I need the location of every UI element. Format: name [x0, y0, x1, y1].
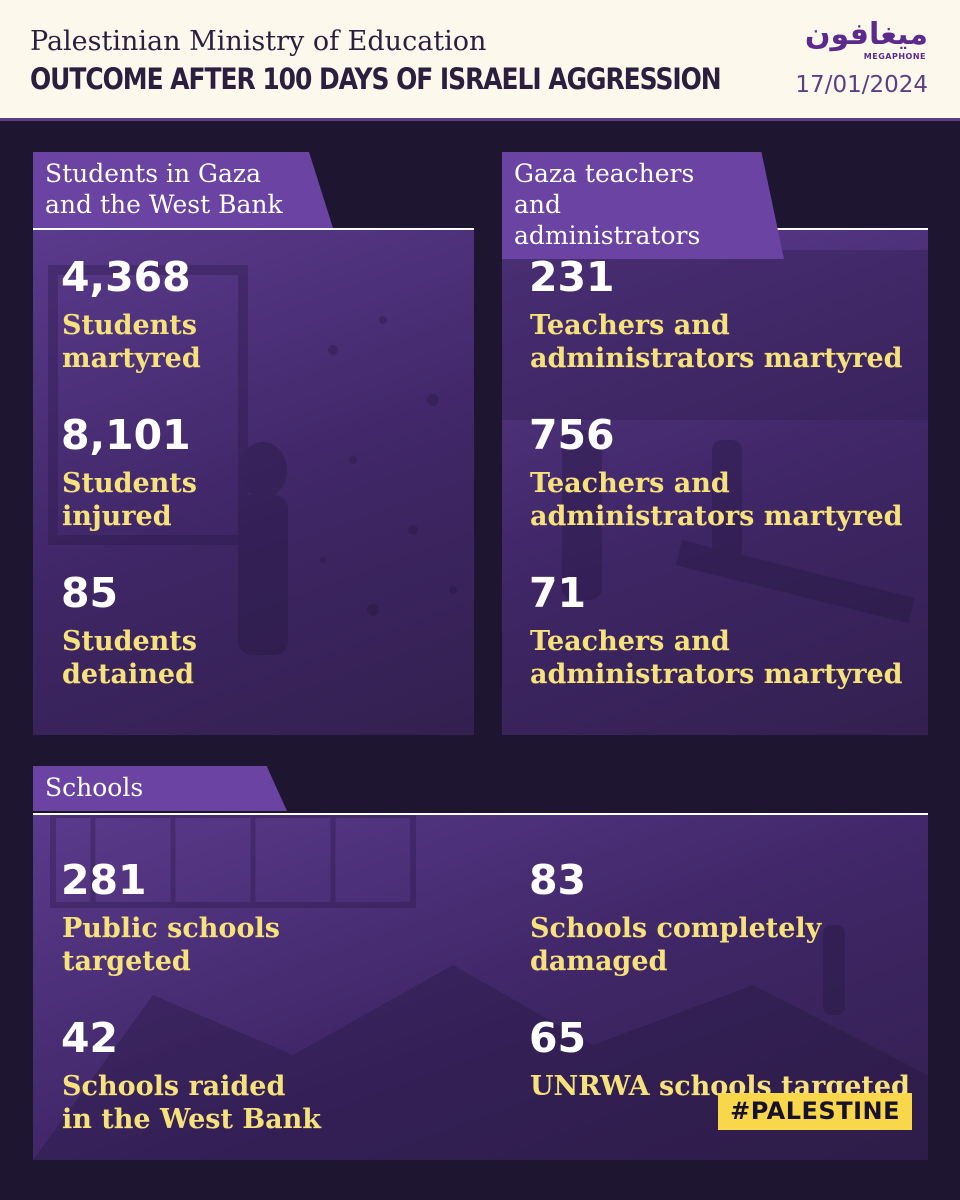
- students-card: 4,368 Students martyred 8,101 Students i…: [33, 230, 474, 735]
- stat-label: Students injured: [62, 468, 197, 532]
- stat-label: Teachers and administrators martyred: [530, 626, 903, 690]
- logo-text: MEGAPHONE: [863, 52, 926, 61]
- stat-label: Public schools targeted: [62, 913, 280, 977]
- photo-texture: [33, 815, 928, 1160]
- photo-texture: [502, 250, 928, 624]
- logo-arabic: ميغافون: [804, 17, 928, 52]
- section-heading-schools: Schools: [33, 766, 287, 811]
- schools-card: 281 Public schools targeted 83 Schools c…: [33, 815, 928, 1160]
- stat-value: 42: [61, 1014, 119, 1062]
- stat-value: 756: [529, 411, 615, 459]
- stat-value: 71: [529, 569, 587, 617]
- stat-value: 65: [529, 1014, 587, 1062]
- stat-label: Teachers and administrators martyred: [530, 468, 903, 532]
- stat-label: Schools completely damaged: [530, 913, 822, 977]
- stat-label: Teachers and administrators martyred: [530, 310, 903, 374]
- section-underline: [33, 228, 474, 230]
- header-date: 17/01/2024: [795, 72, 928, 98]
- stat-value: 281: [61, 856, 147, 904]
- section-heading-teachers: Gaza teachers and administrators: [502, 152, 784, 259]
- stat-value: 85: [61, 569, 119, 617]
- stat-label: Schools raided in the West Bank: [62, 1071, 321, 1135]
- stat-value: 231: [529, 253, 615, 301]
- stat-value: 8,101: [61, 411, 191, 459]
- section-underline: [33, 813, 928, 815]
- header-subtitle: Palestinian Ministry of Education: [30, 26, 487, 57]
- section-heading-students: Students in Gaza and the West Bank: [33, 152, 333, 228]
- stat-value: 83: [529, 856, 587, 904]
- teachers-card: 231 Teachers and administrators martyred…: [502, 230, 928, 735]
- stat-label: Students martyred: [62, 310, 201, 374]
- stat-label: Students detained: [62, 626, 197, 690]
- megaphone-logo: ميغافون MEGAPHONE: [805, 18, 928, 64]
- header-title: OUTCOME AFTER 100 DAYS OF ISRAELI AGGRES…: [30, 62, 722, 96]
- header: Palestinian Ministry of Education OUTCOM…: [0, 0, 960, 121]
- photo-texture: [48, 265, 457, 655]
- stat-value: 4,368: [61, 253, 191, 301]
- hashtag-badge: #PALESTINE: [718, 1093, 912, 1130]
